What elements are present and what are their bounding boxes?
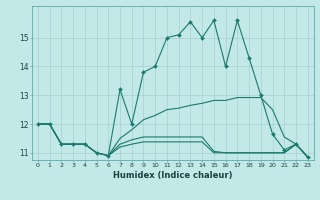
X-axis label: Humidex (Indice chaleur): Humidex (Indice chaleur) <box>113 171 233 180</box>
